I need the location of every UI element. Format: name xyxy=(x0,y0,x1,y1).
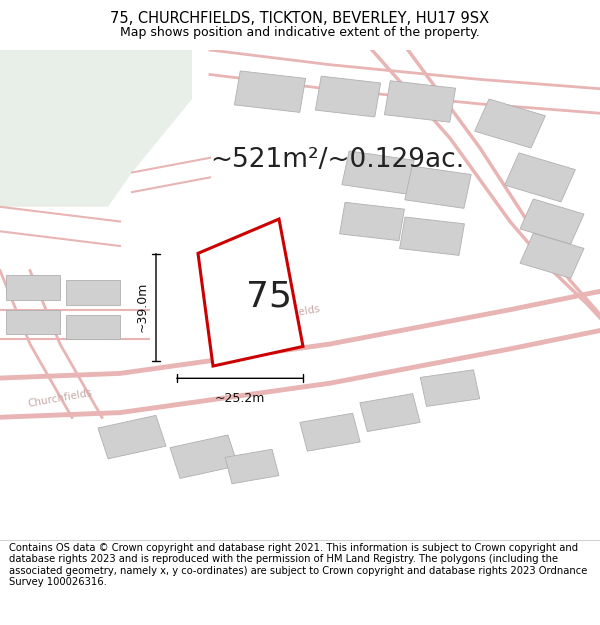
Text: Churchfields: Churchfields xyxy=(255,304,321,325)
Polygon shape xyxy=(6,310,60,334)
Polygon shape xyxy=(520,199,584,244)
Polygon shape xyxy=(400,217,464,256)
Polygon shape xyxy=(360,394,420,432)
Polygon shape xyxy=(66,280,120,305)
Polygon shape xyxy=(235,71,305,112)
Polygon shape xyxy=(340,202,404,241)
Text: 75, CHURCHFIELDS, TICKTON, BEVERLEY, HU17 9SX: 75, CHURCHFIELDS, TICKTON, BEVERLEY, HU1… xyxy=(110,11,490,26)
Polygon shape xyxy=(420,370,480,406)
Text: Contains OS data © Crown copyright and database right 2021. This information is : Contains OS data © Crown copyright and d… xyxy=(9,542,587,588)
Polygon shape xyxy=(198,219,303,366)
Text: Map shows position and indicative extent of the property.: Map shows position and indicative extent… xyxy=(120,26,480,39)
Polygon shape xyxy=(405,166,471,208)
Polygon shape xyxy=(505,153,575,202)
Polygon shape xyxy=(98,416,166,459)
Polygon shape xyxy=(0,50,192,207)
Polygon shape xyxy=(6,276,60,300)
Text: Churchfields: Churchfields xyxy=(27,388,93,409)
Text: ~25.2m: ~25.2m xyxy=(215,392,265,405)
Polygon shape xyxy=(342,151,414,194)
Polygon shape xyxy=(520,233,584,278)
Polygon shape xyxy=(170,435,238,478)
Text: ~39.0m: ~39.0m xyxy=(136,282,149,332)
Text: ~521m²/~0.129ac.: ~521m²/~0.129ac. xyxy=(210,148,464,173)
Polygon shape xyxy=(475,99,545,148)
Polygon shape xyxy=(316,76,380,117)
Polygon shape xyxy=(66,314,120,339)
Polygon shape xyxy=(300,413,360,451)
Text: 75: 75 xyxy=(246,279,292,313)
Polygon shape xyxy=(385,81,455,122)
Polygon shape xyxy=(225,449,279,484)
